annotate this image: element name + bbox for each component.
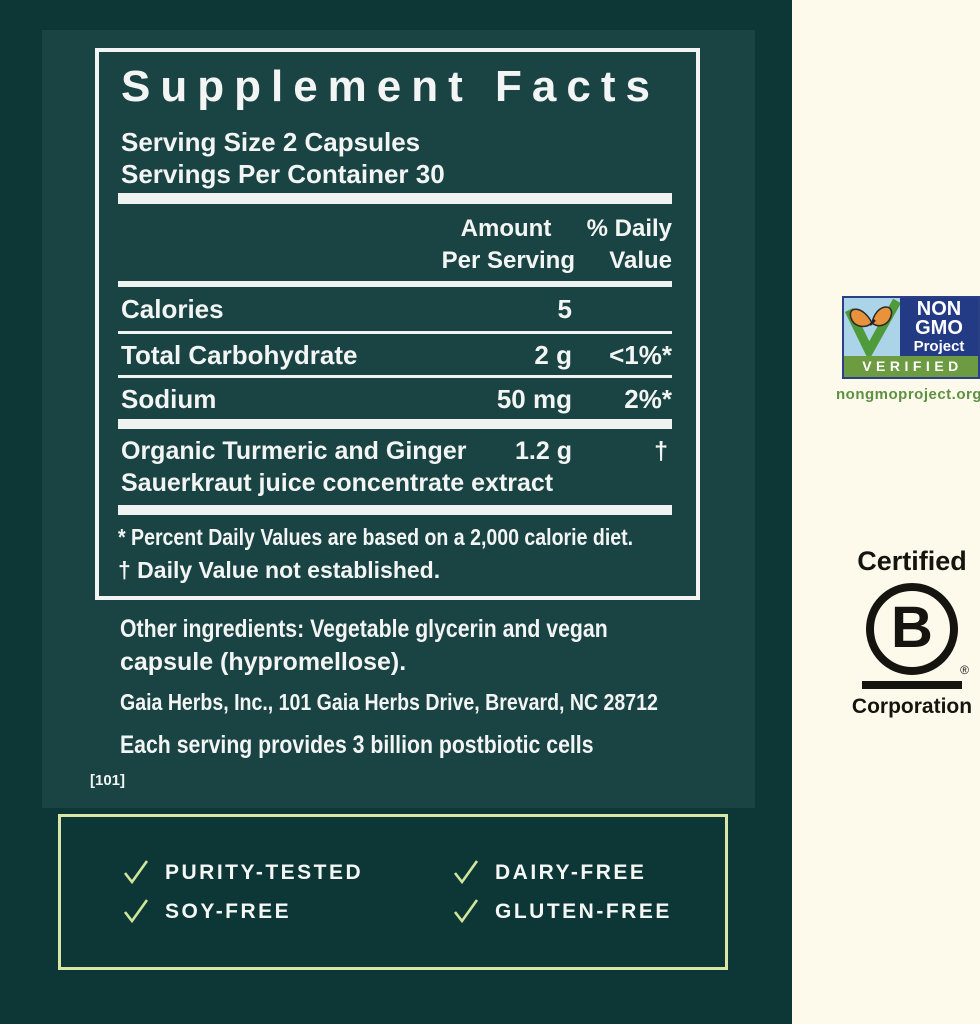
attribute-purity-tested: PURITY-TESTED [122, 858, 363, 886]
non-gmo-word1: NON [916, 298, 962, 320]
daily-value-header-line2: Value [609, 247, 672, 274]
check-icon [453, 899, 479, 924]
amount-header-line1: Amount [460, 215, 552, 242]
reference-number: [101] [90, 772, 126, 789]
serving-size-text: Serving Size 2 Capsules [121, 127, 421, 157]
bcorp-divider-bar [862, 681, 962, 689]
nutrient-dv-sodium: 2%* [624, 384, 672, 414]
attribute-gluten-free: GLUTEN-FREE [452, 897, 672, 925]
nutrient-dv-turmeric: † [654, 437, 668, 465]
non-gmo-url: nongmoproject.org [836, 386, 980, 403]
other-ingredients-line1: Other ingredients: Vegetable glycerin an… [120, 615, 608, 643]
nutrient-name-sodium: Sodium [121, 384, 217, 414]
table-divider-thick [118, 419, 672, 429]
b-corporation-badge: Certified B ® Corporation [845, 546, 979, 719]
attribute-label: SOY-FREE [165, 900, 292, 923]
check-icon [453, 860, 479, 885]
footnote-percent-dv: * Percent Daily Values are based on a 2,… [118, 524, 634, 550]
table-divider-medium [118, 281, 672, 287]
nutrient-amount-calories: 5 [557, 294, 572, 324]
registered-trademark-icon: ® [960, 663, 969, 677]
bcorp-letter: B [891, 595, 933, 660]
table-divider-thin [118, 331, 672, 334]
postbiotic-claim: Each serving provides 3 billion postbiot… [120, 731, 594, 759]
bcorp-corporation-text: Corporation [851, 695, 973, 718]
supplement-facts-title: Supplement Facts [121, 62, 660, 111]
attribute-label: PURITY-TESTED [165, 861, 364, 884]
amount-header-line2: Per Serving [441, 247, 575, 274]
other-ingredients-line2: capsule (hypromellose). [120, 648, 407, 676]
attribute-label: DAIRY-FREE [495, 861, 647, 884]
non-gmo-badge-top: NON GMO Project [844, 298, 978, 361]
table-divider-thick [118, 505, 672, 515]
non-gmo-word3: Project [913, 338, 965, 355]
non-gmo-project-badge: NON GMO Project VERIFIED [842, 296, 980, 379]
supplement-facts-box [95, 48, 700, 600]
cream-sidebar [792, 0, 980, 1024]
nutrient-name-turmeric-line1: Organic Turmeric and Ginger [121, 437, 467, 465]
non-gmo-word2: GMO [915, 317, 963, 339]
attribute-dairy-free: DAIRY-FREE [452, 858, 646, 886]
table-divider-thin [118, 375, 672, 378]
daily-value-header-line1: % Daily [586, 215, 672, 242]
nutrient-amount-turmeric: 1.2 g [515, 437, 572, 465]
check-icon [123, 860, 149, 885]
nutrient-name-carbohydrate: Total Carbohydrate [121, 340, 358, 370]
butterfly-icon [844, 298, 901, 361]
footnote-dv-not-established: † Daily Value not established. [118, 557, 441, 583]
check-icon [123, 899, 149, 924]
manufacturer-address: Gaia Herbs, Inc., 101 Gaia Herbs Drive, … [120, 689, 658, 715]
bcorp-circle-b-icon: B [866, 583, 958, 675]
verified-banner: VERIFIED [844, 356, 978, 377]
non-gmo-wordmark: NON GMO Project [900, 298, 978, 356]
table-divider-thick [118, 193, 672, 204]
servings-per-container-text: Servings Per Container 30 [121, 159, 445, 189]
nutrient-name-turmeric-line2: Sauerkraut juice concentrate extract [121, 469, 554, 497]
attributes-box [58, 814, 728, 970]
nutrient-dv-carbohydrate: <1%* [609, 340, 672, 370]
attribute-label: GLUTEN-FREE [495, 900, 672, 923]
nutrient-amount-carbohydrate: 2 g [534, 340, 572, 370]
bcorp-certified-text: Certified [857, 546, 967, 576]
attribute-soy-free: SOY-FREE [122, 897, 291, 925]
nutrient-name-calories: Calories [121, 294, 224, 324]
nutrient-amount-sodium: 50 mg [496, 384, 572, 414]
